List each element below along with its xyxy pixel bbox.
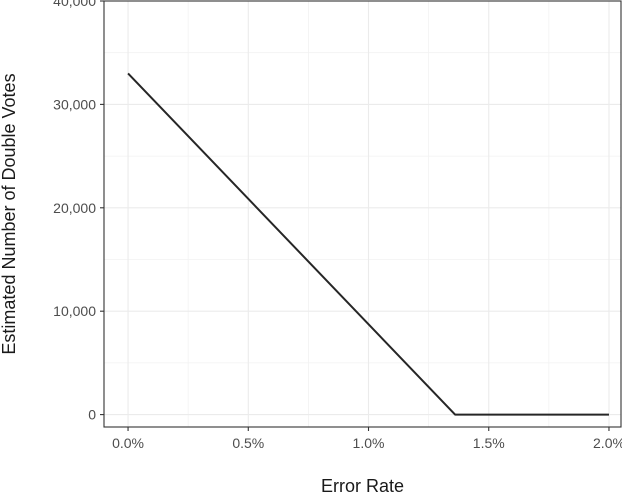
panel-border [103,0,622,428]
y-tick-label: 30,000 [53,96,96,112]
series-line [127,72,609,416]
x-tick-label: 1.5% [473,435,505,451]
x-tick-label: 0.5% [232,435,264,451]
y-axis: 0 10,000 20,000 30,000 40,000 [53,0,104,423]
series-layer [127,72,609,416]
y-axis-title: Estimated Number of Double Votes [0,73,19,354]
x-tick-label: 2.0% [593,435,622,451]
y-tick-label: 40,000 [53,0,96,9]
y-tick-label: 20,000 [53,200,96,216]
x-tick-label: 1.0% [353,435,385,451]
x-tick-label: 0.0% [112,435,144,451]
y-tick-label: 10,000 [53,303,96,319]
y-tick-label: 0 [88,407,96,423]
x-axis: 0.0% 0.5% 1.0% 1.5% 2.0% [112,427,622,451]
grid-lines [104,0,621,427]
x-axis-title: Error Rate [321,476,404,494]
